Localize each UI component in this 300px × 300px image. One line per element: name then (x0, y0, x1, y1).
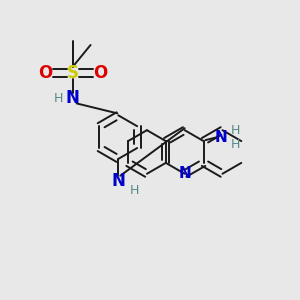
Text: H: H (130, 184, 139, 197)
Text: O: O (38, 64, 52, 82)
Text: H: H (54, 92, 64, 105)
Text: N: N (66, 89, 80, 107)
Text: N: N (111, 172, 125, 190)
Text: N: N (178, 166, 191, 181)
Text: O: O (93, 64, 108, 82)
Text: H: H (231, 138, 240, 151)
Text: H: H (231, 124, 240, 137)
Text: N: N (215, 130, 228, 145)
Text: S: S (67, 64, 79, 82)
